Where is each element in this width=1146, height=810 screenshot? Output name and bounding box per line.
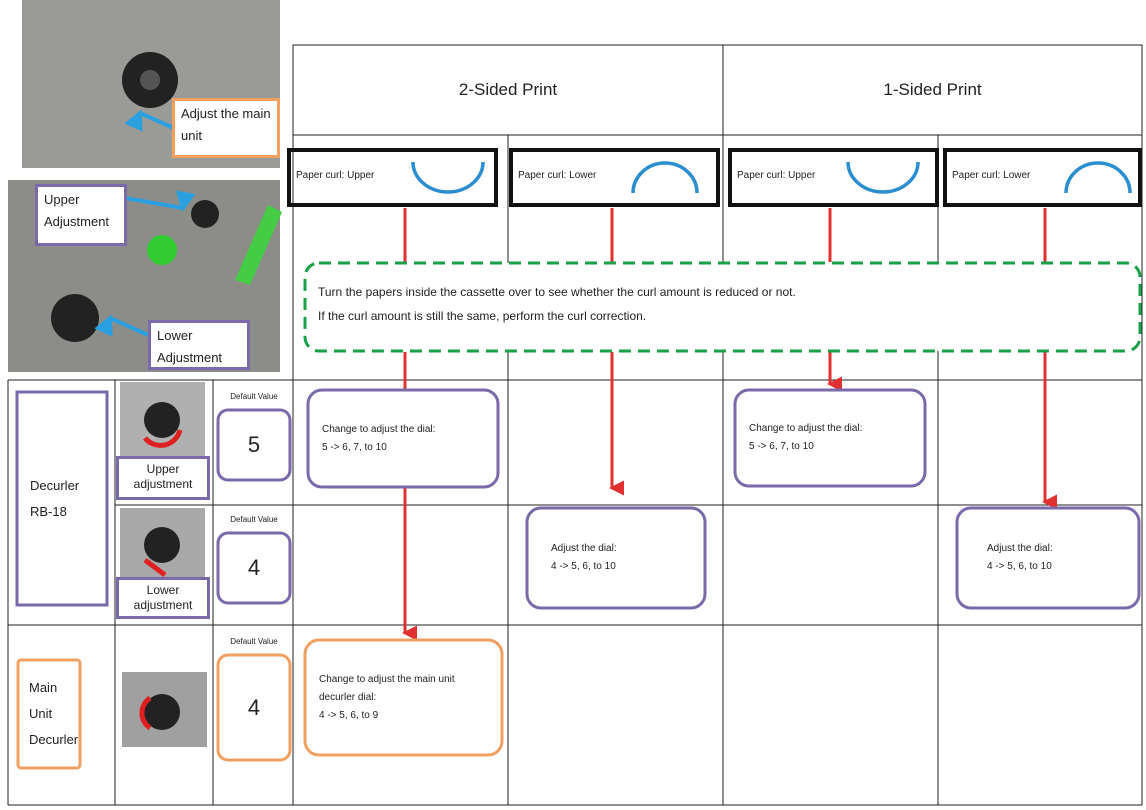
note-line: If the curl amount is still the same, pe… [318,309,647,323]
default-value: 4 [247,555,261,580]
photo-label: Adjust the main unit [172,98,280,158]
action: Change to adjust the main unit decurler … [305,640,502,755]
action-line: decurler dial: [319,691,377,703]
photo-label: Upper Adjustment [35,184,127,246]
row-label: Decurler RB-18 [30,477,80,519]
action: Adjust the dial: 4 -> 5, 6, to 10 [957,508,1139,608]
column-header: 1-Sided Print [883,80,982,99]
action: Adjust the dial: 4 -> 5, 6, to 10 [527,508,705,608]
action-line: Change to adjust the dial: [322,423,436,435]
curl-arcs [411,161,1132,194]
curl-label: Paper curl: Lower [952,170,1031,181]
default-value: 4 [247,694,261,720]
column-header: 2-Sided Print [458,80,558,99]
photo-label: Lower Adjustment [148,320,250,370]
row-label: Main Unit Decurler [29,680,79,747]
arrows [402,208,1057,641]
curl-label: Paper curl: Lower [518,170,597,181]
action-line: 5 -> 6, 7, to 10 [749,441,814,452]
action-line: 4 -> 5, 6, to 10 [987,561,1052,572]
boxes [15,388,1141,770]
action: Change to adjust the dial: 5 -> 6, 7, to… [308,390,498,487]
default-label: Default Value [230,392,278,401]
curl-label: Paper curl: Upper [296,170,375,181]
default-label: Default Value [230,637,278,646]
default-label: Default Value [230,515,278,524]
action-line: Change to adjust the dial: [749,423,863,434]
action-line: 4 -> 5, 6, to 10 [551,561,616,572]
action-line: 5 -> 6, 7, to 10 [322,441,387,453]
action-line: Adjust the dial: [551,543,617,554]
note-line: Turn the papers inside the cassette over… [318,285,796,299]
action-line: Change to adjust the main unit [319,673,455,685]
table-grid [7,44,1143,806]
curl-boxes [287,148,1142,207]
action-line: Adjust the dial: [987,543,1053,554]
sub-label: Lower adjustment [116,577,210,619]
photos [8,0,282,747]
note-box [303,261,1142,353]
curl-label: Paper curl: Upper [737,170,816,181]
action: Change to adjust the dial: 5 -> 6, 7, to… [735,390,925,486]
action-line: 4 -> 5, 6, to 9 [319,709,379,721]
sub-label: Upper adjustment [116,456,210,500]
default-value: 5 [247,432,261,457]
